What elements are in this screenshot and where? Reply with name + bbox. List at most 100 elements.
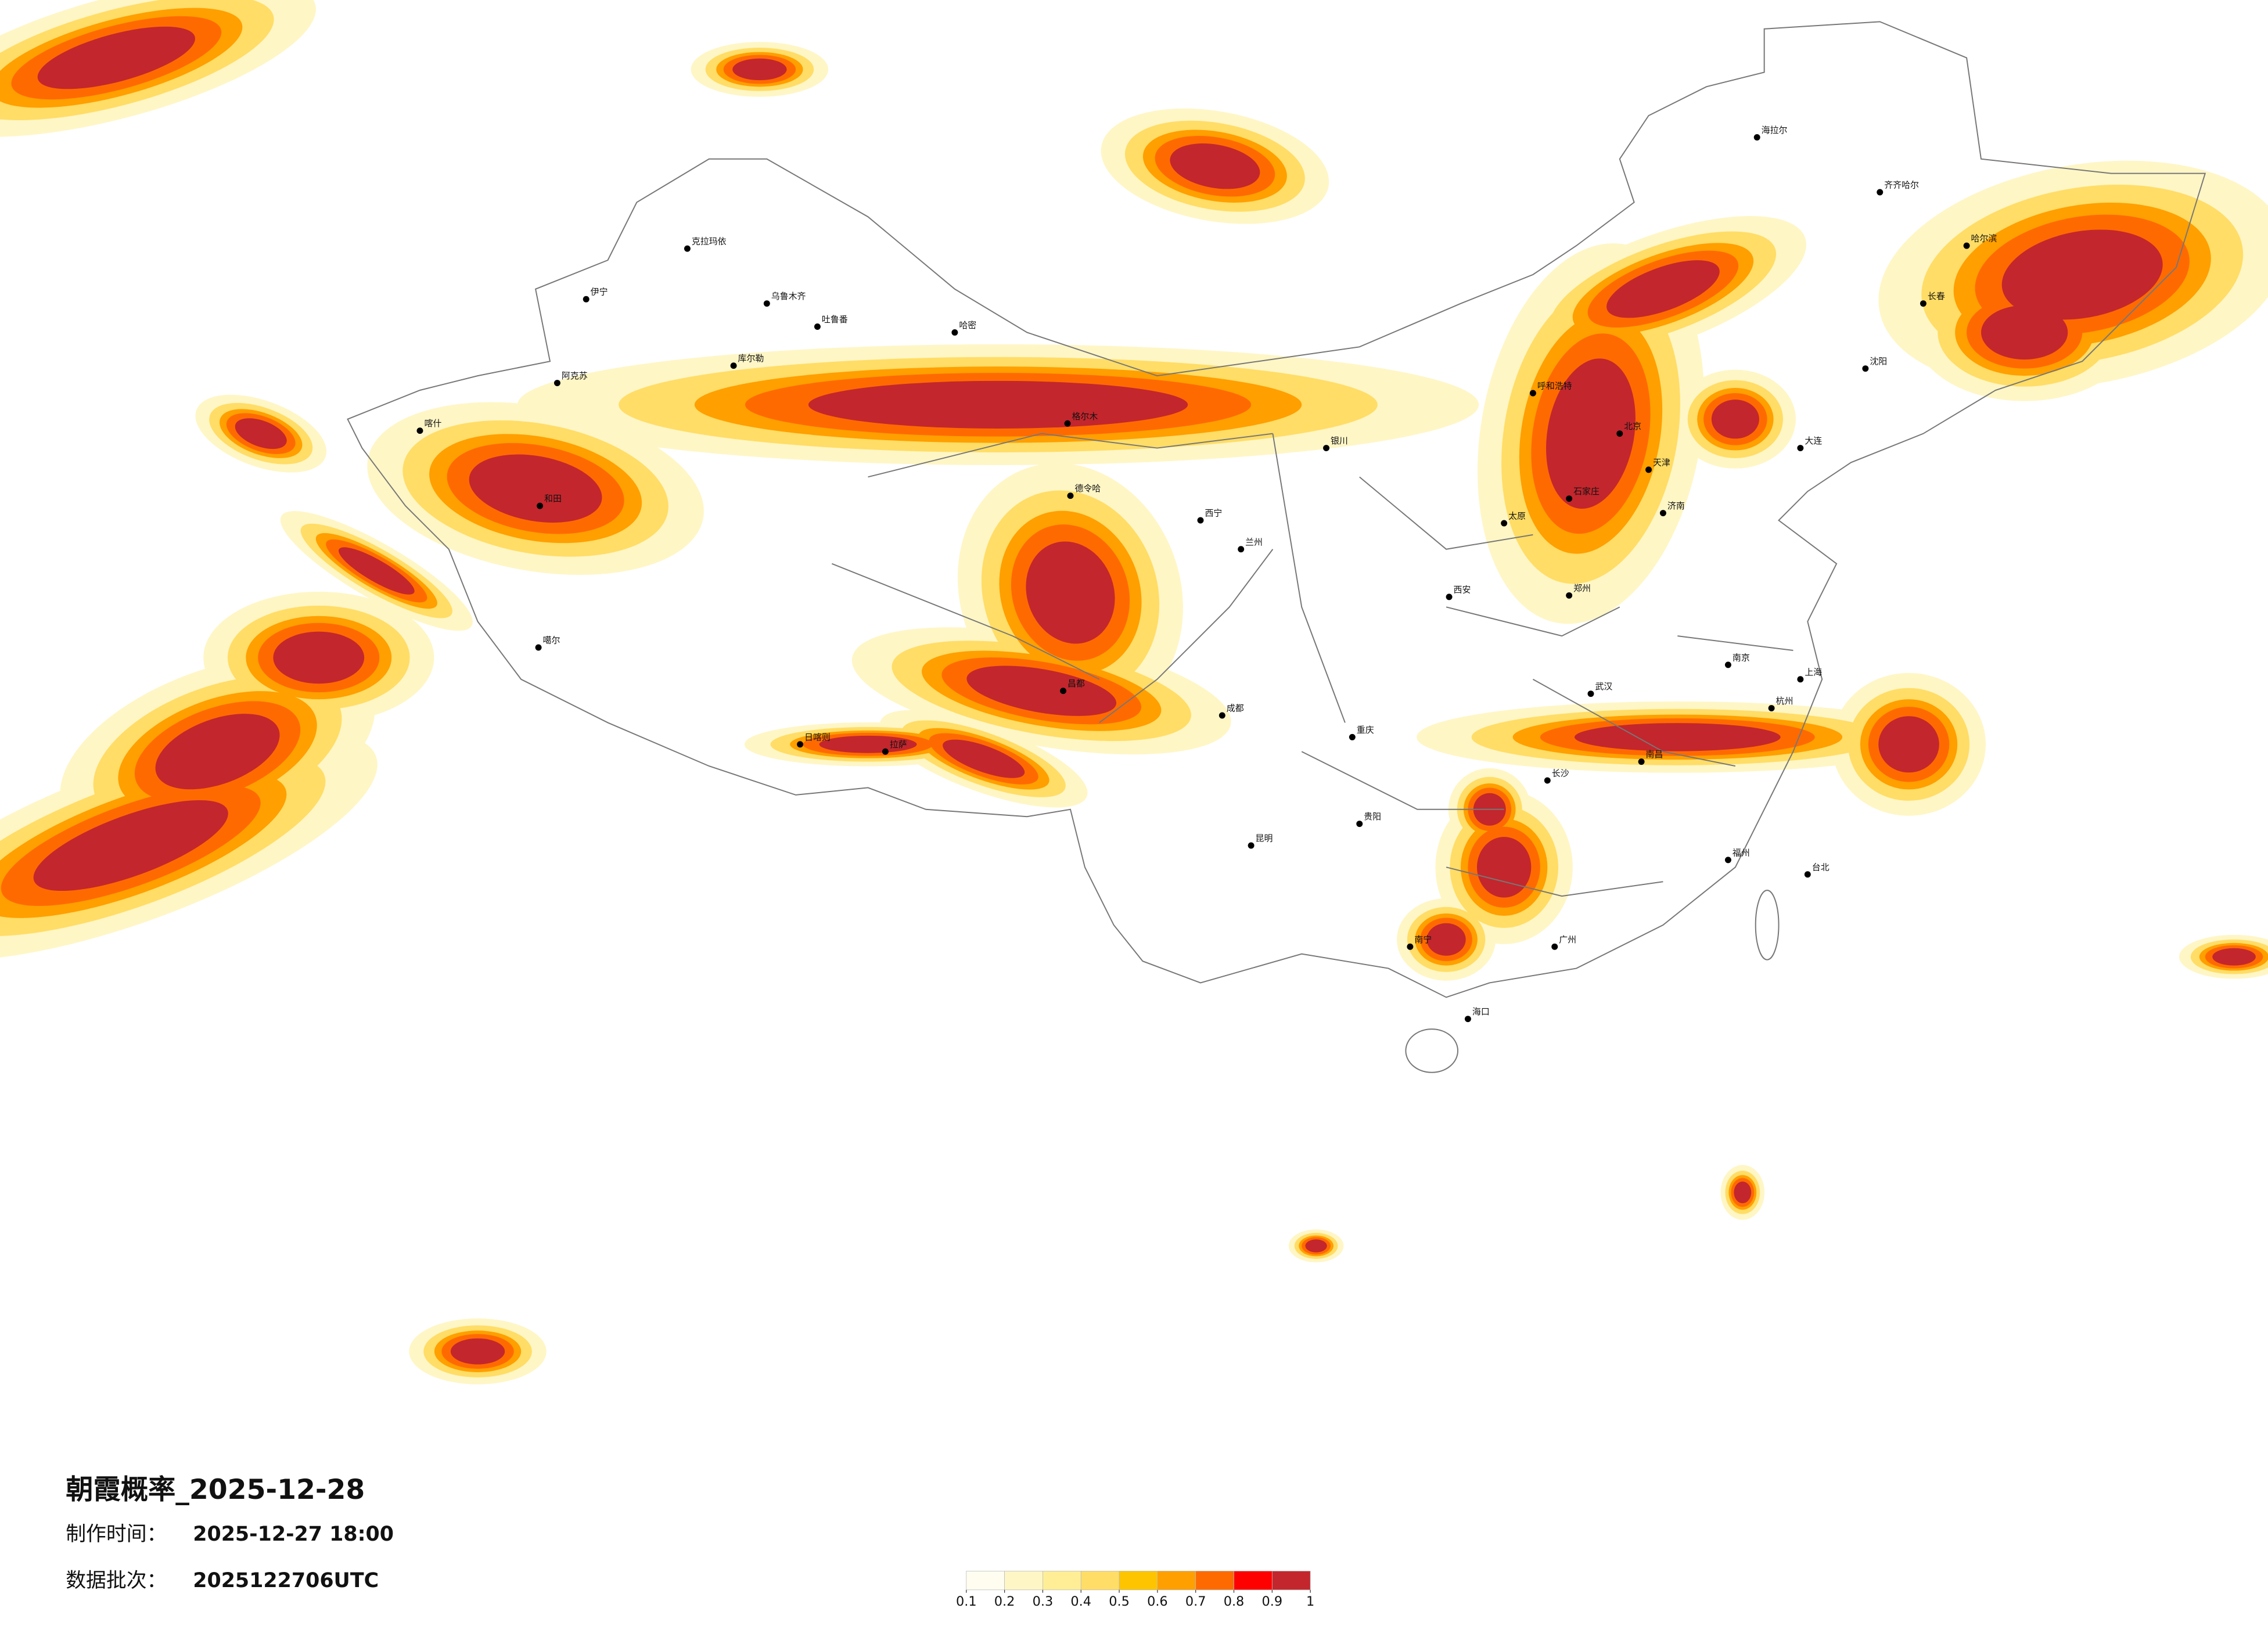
city-label: 重庆	[1357, 725, 1374, 735]
city-label: 石家庄	[1573, 486, 1600, 497]
city-dot	[583, 296, 590, 303]
probability-area	[1711, 400, 1759, 439]
city-dot	[814, 323, 821, 330]
city-dot	[1638, 758, 1645, 765]
city-dot	[1323, 445, 1329, 452]
probability-area	[37, 26, 195, 89]
city-label: 杭州	[1776, 696, 1793, 706]
city-label: 太原	[1508, 511, 1526, 521]
map-title: 朝霞概率_2025-12-28	[66, 1474, 365, 1506]
city-dot	[882, 748, 889, 755]
city-label: 大连	[1805, 436, 1822, 446]
city-label: 海口	[1472, 1006, 1490, 1017]
city-dot	[1446, 593, 1453, 600]
city-dot	[1768, 705, 1775, 712]
city-dot	[1645, 466, 1652, 473]
city-dot	[1566, 495, 1573, 502]
city-label: 台北	[1812, 862, 1830, 872]
probability-field	[0, 0, 2268, 1384]
city-dot	[1238, 546, 1245, 553]
city-label: 齐齐哈尔	[1884, 180, 1919, 190]
country-outline	[347, 21, 2206, 998]
city-label: 拉萨	[890, 739, 907, 750]
colorbar-swatch	[966, 1571, 1005, 1591]
probability-area	[943, 739, 1025, 778]
probability-area	[1981, 305, 2068, 360]
probability-area	[1574, 723, 1781, 751]
city-label: 成都	[1227, 703, 1244, 714]
city-label: 西宁	[1205, 508, 1222, 519]
city-dot	[416, 427, 423, 434]
city-dot	[1797, 445, 1804, 452]
probability-area	[2212, 948, 2256, 966]
city-dot	[1724, 661, 1731, 668]
city-label: 伊宁	[591, 287, 608, 297]
city-label: 昆明	[1256, 833, 1273, 844]
province-lines	[831, 433, 1793, 897]
city-label: 西安	[1454, 584, 1471, 595]
colorbar-swatch	[1004, 1571, 1043, 1591]
city-label: 和田	[544, 494, 562, 504]
city-label: 克拉玛依	[692, 236, 727, 247]
probability-area	[1026, 541, 1115, 644]
city-dot	[535, 644, 542, 651]
city-label: 海拉尔	[1762, 125, 1788, 135]
batch-value: 2025122706UTC	[193, 1569, 379, 1592]
city-label: 吐鲁番	[822, 314, 848, 325]
city-label: 昌都	[1067, 678, 1085, 689]
borders	[347, 21, 2206, 1073]
city-dot	[537, 502, 544, 509]
probability-area	[2001, 229, 2163, 320]
city-dot	[951, 329, 958, 336]
probability-area	[273, 631, 365, 684]
city-dot	[1544, 777, 1551, 784]
city-label: 哈密	[959, 320, 976, 330]
probability-area	[1734, 1181, 1752, 1203]
colorbar-tick-label: 1	[1306, 1594, 1314, 1609]
city-label: 贵阳	[1364, 811, 1381, 822]
colorbar-swatch	[1119, 1571, 1158, 1591]
city-label: 喀什	[424, 418, 441, 429]
city-dot	[1197, 517, 1204, 524]
hainan-outline	[1405, 1028, 1459, 1073]
colorbar-swatch	[1157, 1571, 1196, 1591]
colorbar-tick-label: 0.5	[1109, 1594, 1130, 1609]
city-label: 日喀则	[804, 732, 831, 742]
probability-area	[966, 665, 1117, 716]
city-dot	[1501, 520, 1508, 527]
city-dot	[1248, 842, 1255, 849]
colorbar-tick-label: 0.9	[1262, 1594, 1283, 1609]
made-time-label: 制作时间：	[66, 1523, 167, 1546]
city-dot	[1862, 365, 1869, 372]
city-dot	[1566, 592, 1573, 599]
city-label: 银川	[1331, 436, 1348, 446]
made-time-value: 2025-12-27 18:00	[193, 1523, 394, 1546]
colorbar-swatch	[1195, 1571, 1234, 1591]
probability-area	[808, 380, 1188, 429]
city-dot	[553, 380, 560, 387]
city-dot	[1587, 690, 1594, 697]
colorbar-tick-label: 0.7	[1185, 1594, 1206, 1609]
probability-area	[1170, 143, 1260, 189]
probability-area	[155, 714, 280, 790]
city-dot	[1349, 733, 1356, 740]
city-dot	[1877, 189, 1884, 196]
city-dot	[1464, 1016, 1471, 1023]
city-dot	[1724, 857, 1731, 864]
colorbar-swatch	[1271, 1571, 1311, 1591]
city-dot	[1920, 300, 1926, 307]
colorbar-tick-label: 0.1	[956, 1594, 977, 1609]
city-label: 呼和浩特	[1537, 381, 1572, 391]
city-label: 南昌	[1646, 749, 1663, 760]
city-label: 哈尔滨	[1971, 233, 1997, 244]
city-dot	[1064, 420, 1071, 427]
city-dot	[1963, 242, 1970, 249]
colorbar-swatch	[1043, 1571, 1081, 1591]
probability-area	[1476, 837, 1532, 898]
probability-area	[1546, 358, 1636, 509]
city-label: 广州	[1559, 934, 1576, 945]
colorbar: 0.1 0.2 0.3 0.4 0.5 0.6 0.7 0.8 0.9 1	[956, 1571, 1314, 1609]
city-dot	[1804, 871, 1811, 878]
